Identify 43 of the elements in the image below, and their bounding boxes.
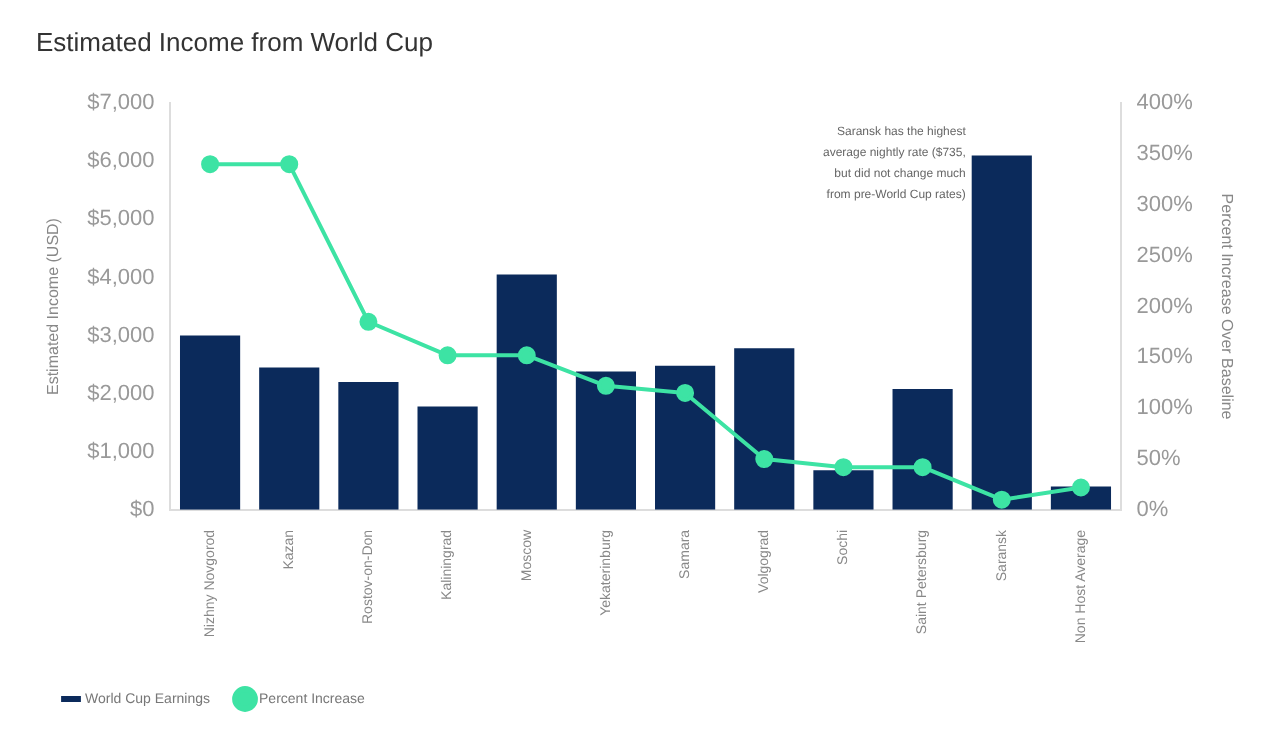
point <box>913 458 932 477</box>
point <box>517 346 536 365</box>
y2-tick-label: 0% <box>1136 497 1169 522</box>
y-tick-label: $4,000 <box>87 265 155 290</box>
bar <box>259 367 320 510</box>
point <box>834 458 853 477</box>
y2-tick-label: 50% <box>1136 447 1181 472</box>
bar <box>892 389 953 510</box>
y-tick-label: $6,000 <box>87 149 155 174</box>
y2-tick-label: 300% <box>1136 192 1194 217</box>
chart-title: Estimated Income from World Cup <box>36 26 433 57</box>
point <box>992 490 1011 509</box>
y-axis-title: Estimated Income (USD) <box>44 217 63 395</box>
y2-tick-label: 150% <box>1136 345 1194 370</box>
bar <box>655 365 716 510</box>
bar <box>338 382 399 510</box>
bar <box>813 470 874 510</box>
y2-tick-label: 100% <box>1136 396 1194 421</box>
bar <box>734 348 795 510</box>
point <box>280 155 299 174</box>
point <box>438 346 457 365</box>
y2-tick-label: 400% <box>1136 91 1194 116</box>
bar <box>417 406 478 510</box>
y2-tick-label: 250% <box>1136 243 1194 268</box>
y-tick-label: $1,000 <box>87 439 155 464</box>
point <box>755 450 774 469</box>
y-tick-label: $3,000 <box>87 323 155 348</box>
point <box>596 376 615 395</box>
bar <box>179 335 241 510</box>
bar <box>971 155 1032 510</box>
y2-axis-title: Percent Increase Over Baseline <box>1217 193 1236 421</box>
y2-tick-label: 200% <box>1136 294 1194 319</box>
point <box>1071 478 1090 497</box>
y-tick-label: $2,000 <box>87 381 155 406</box>
point <box>201 155 220 174</box>
y-tick-label: $5,000 <box>87 207 155 232</box>
point <box>676 383 695 402</box>
y-tick-label: $0 <box>129 497 155 522</box>
bar <box>496 274 557 510</box>
y-tick-label: $7,000 <box>87 91 155 116</box>
point <box>359 312 378 331</box>
y2-tick-label: 350% <box>1136 142 1194 167</box>
bar <box>575 371 637 510</box>
